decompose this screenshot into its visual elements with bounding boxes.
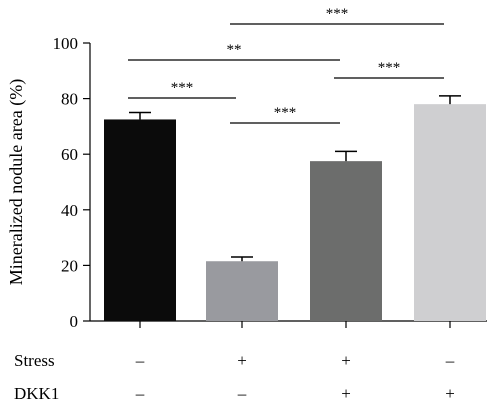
y-tick-label: 0 (70, 312, 79, 331)
y-tick-label: 80 (61, 90, 78, 109)
condition-value: – (135, 384, 145, 403)
significance-label: *** (274, 105, 297, 121)
significance-brackets: ************** (128, 6, 444, 124)
condition-value: – (135, 351, 145, 370)
bar (206, 261, 278, 321)
y-tick-label: 20 (61, 256, 78, 275)
bar (310, 161, 382, 321)
condition-table: Stress – + + – DKK1 – – + + (14, 351, 455, 403)
bar (414, 104, 486, 321)
y-tick-label: 100 (53, 34, 79, 53)
bars (104, 104, 486, 321)
bar (104, 119, 176, 321)
condition-value: + (237, 351, 247, 370)
significance-label: *** (378, 60, 401, 76)
condition-value: + (341, 351, 351, 370)
condition-value: – (237, 384, 247, 403)
error-bars (129, 95, 461, 262)
y-tick-label: 60 (61, 145, 78, 164)
significance-label: *** (171, 80, 194, 96)
y-tick-label: 40 (61, 201, 78, 220)
significance-label: *** (326, 6, 349, 22)
y-axis: 0 20 40 60 80 100 (53, 34, 91, 331)
condition-label: Stress (14, 351, 55, 370)
condition-value: + (445, 384, 455, 403)
y-axis-title: Mineralized nodule area (%) (6, 79, 27, 285)
condition-value: + (341, 384, 351, 403)
significance-label: ** (227, 42, 242, 58)
condition-value: – (445, 351, 455, 370)
x-axis (90, 320, 487, 328)
condition-label: DKK1 (14, 384, 59, 403)
